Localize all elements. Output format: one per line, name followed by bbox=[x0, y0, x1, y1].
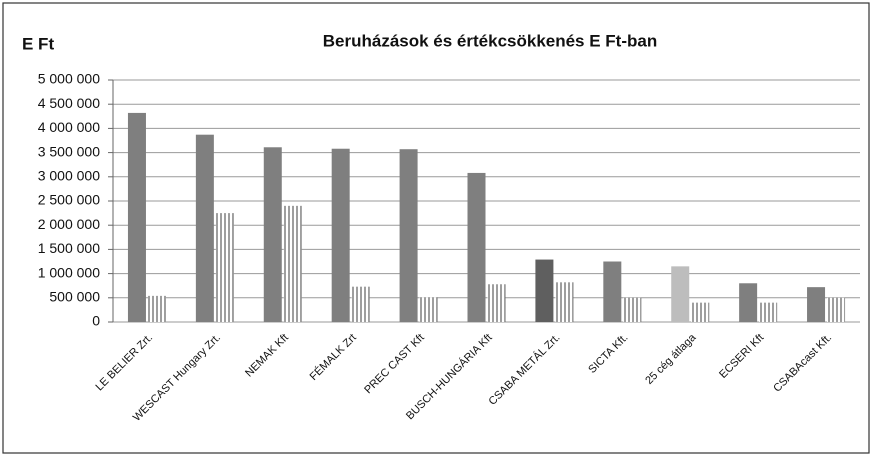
bar bbox=[623, 297, 642, 322]
y-tick-label: 3 500 000 bbox=[38, 143, 100, 159]
y-tick-label: 0 bbox=[92, 313, 100, 329]
bar bbox=[127, 112, 146, 322]
x-tick-label: NEMAK Kft bbox=[243, 332, 291, 380]
y-tick-label: 500 000 bbox=[49, 289, 100, 305]
x-tick-label: PREC CAST Kft bbox=[362, 332, 427, 397]
y-tick-label: 5 000 000 bbox=[38, 71, 100, 87]
y-tick-label: 1 000 000 bbox=[38, 264, 100, 280]
bar bbox=[351, 286, 370, 322]
bar bbox=[603, 261, 622, 322]
y-tick-label: 2 500 000 bbox=[38, 192, 100, 208]
bar bbox=[147, 295, 166, 322]
bar bbox=[807, 287, 826, 322]
bar bbox=[827, 297, 846, 322]
y-tick-label: 4 000 000 bbox=[38, 119, 100, 135]
y-axis-label: E Ft bbox=[22, 34, 54, 53]
bar bbox=[671, 266, 690, 322]
y-tick-label: 2 000 000 bbox=[38, 216, 100, 232]
bar bbox=[283, 205, 302, 322]
bar bbox=[195, 134, 214, 322]
y-tick-label: 4 500 000 bbox=[38, 95, 100, 111]
bar bbox=[263, 147, 282, 322]
bar bbox=[535, 259, 554, 322]
chart-title: Beruházások és értékcsökkenés E Ft-ban bbox=[323, 31, 657, 50]
bar bbox=[215, 213, 234, 322]
x-tick-label: SICTA Kft. bbox=[586, 332, 630, 376]
x-tick-label: LE BELIER Zrt. bbox=[93, 332, 155, 394]
bar bbox=[419, 297, 438, 322]
x-tick-label: CSABAcast Kft. bbox=[771, 332, 834, 395]
bar bbox=[555, 282, 574, 322]
x-tick-label: ECSERI Kft bbox=[717, 332, 766, 381]
x-tick-label: CSABA METÁL Zrt. bbox=[486, 331, 563, 408]
bar bbox=[691, 302, 710, 322]
bar bbox=[759, 302, 778, 322]
y-tick-label: 3 000 000 bbox=[38, 168, 100, 184]
bar bbox=[399, 149, 418, 322]
bar bbox=[467, 172, 486, 322]
x-tick-label: FÉMALK Zrt bbox=[307, 331, 359, 383]
y-tick-label: 1 500 000 bbox=[38, 240, 100, 256]
x-tick-label: 25 cég átlaga bbox=[643, 331, 699, 387]
bar bbox=[331, 148, 350, 322]
bar bbox=[487, 284, 506, 322]
bar bbox=[739, 283, 758, 322]
